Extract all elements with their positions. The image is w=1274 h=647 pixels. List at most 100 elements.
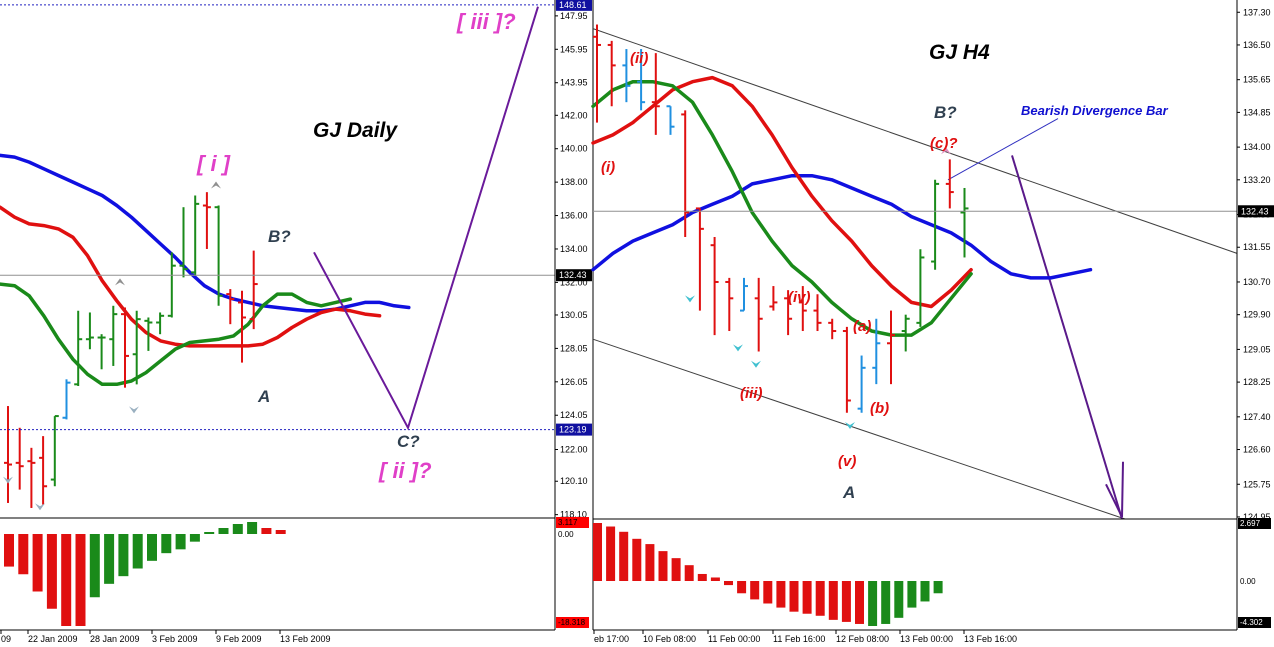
daily-price-axis: 147.95 145.95 143.95 142.00 140.00 138.00 136.… [555,0,592,520]
time-tick-label: 13 Feb 2009 [280,634,331,644]
ohlc-bar [828,318,837,340]
ohlc-bar [15,427,24,490]
wave-label-a-minor: (a) [853,318,871,335]
price-tick-label: 135.65 [1243,75,1271,85]
time-tick-label: 11 Feb 16:00 [773,634,825,644]
oscillator-bar [645,544,655,581]
fractal-arrow [211,181,221,189]
ohlc-bar [191,195,200,276]
wave-label-b-minor: (b) [870,400,889,417]
ohlc-bar [593,24,601,123]
ohlc-bar [249,250,258,330]
ohlc-bar [132,310,141,385]
ohlc-bar [607,40,616,107]
price-tick-label: 137.30 [1243,7,1271,17]
daily-annotations: GJ Daily [ i ] B? A C? [ ii ]? [ iii ]? [196,9,516,483]
oscillator-bar [710,577,720,581]
oscillator-bar [606,526,616,581]
fractal-arrow [845,422,855,430]
moving-average-line [0,205,382,348]
wave-label-a-h4: A [842,483,855,502]
ohlc-bar [637,49,646,111]
price-tick-label: 134.00 [560,244,588,254]
oscillator-bar [89,534,100,598]
oscillator-bar [247,522,258,534]
ohlc-bar [62,379,71,420]
price-tick-label: 138.00 [560,177,588,187]
oscillator-value-label: 0.00 [558,530,574,539]
time-tick-label: 3 Feb 2009 [152,634,198,644]
wave-label-v-minor: (v) [838,453,856,470]
h4-annotations: GJ H4 Bearish Divergence Bar B? (c)? (ii… [601,41,1169,502]
oscillator-bar [724,581,733,586]
ohlc-bar [695,207,704,311]
ohlc-bar [238,290,246,363]
oscillator-bar [671,558,681,581]
oscillator-bar [920,581,930,602]
h4-price-pane [593,0,1237,519]
wave-label-b-daily: B? [268,227,291,246]
daily-oscillator: 3.117 0.00 -18.318 [4,517,589,628]
h4-time-axis: eb 17:00 10 Feb 08:00 11 Feb 00:00 11 Feb 1… [593,630,1017,644]
price-tick-label: 120.10 [560,476,588,486]
wave-label-i-major: [ i ] [196,151,231,176]
ohlc-bar [681,110,690,238]
wave-label-iii-minor: (iii) [740,385,763,402]
price-tick-label: 133.20 [1243,175,1271,185]
time-tick-label: 22 Jan 2009 [28,634,78,644]
price-tick-label: 142.00 [560,110,588,120]
ohlc-bar [109,305,118,366]
oscillator-value-label: 0.00 [1240,577,1256,586]
ohlc-bar [622,49,631,103]
time-tick-label: 12 Feb 08:00 [836,634,889,644]
fractal-arrow [3,476,13,484]
fractal-arrow [733,344,743,352]
oscillator-bar [815,581,825,616]
ohlc-bar [769,286,778,311]
oscillator-bar [933,581,943,594]
oscillator-bar [763,581,773,604]
price-tick-label: 131.55 [1243,242,1271,252]
wave-label-i-minor: (i) [601,159,615,176]
oscillator-bar [61,534,72,626]
oscillator-value-box [1238,518,1271,529]
time-tick-label: 28 Jan 2009 [90,634,140,644]
price-tick-label: 128.25 [1243,377,1271,387]
h4-trend-channel [592,28,1238,520]
oscillator-bar [632,538,642,581]
oscillator-value-label: -4.302 [1240,618,1263,627]
ohlc-bar [202,192,211,249]
price-tick-label: 129.05 [1243,344,1271,354]
ohlc-bar [226,289,235,325]
oscillator-bar [118,534,129,577]
time-tick-label: 13 Feb 16:00 [964,634,1017,644]
price-level-box [556,0,592,11]
fractal-arrow [35,503,45,511]
daily-price-levels [0,4,555,431]
h4-fractal-marks [685,147,951,430]
wave-projection-line [313,6,539,431]
time-tick-label: 11 Feb 00:00 [708,634,760,644]
oscillator-bar [697,573,707,581]
ohlc-bar [725,277,734,332]
fractal-arrow [685,295,695,303]
oscillator-bar [684,565,694,581]
daily-price-pane [0,0,555,518]
oscillator-bar [104,534,115,584]
price-tick-label: 129.90 [1243,310,1271,320]
oscillator-bar [868,581,878,626]
price-tick-label: 122.00 [560,444,588,454]
oscillator-bar [855,581,864,624]
oscillator-bar [776,581,786,608]
time-tick-label: 13 Feb 00:00 [900,634,953,644]
daily-title: GJ Daily [313,119,398,142]
ohlc-bar [945,159,954,209]
ohlc-bar [666,105,675,135]
price-tick-label: 127.40 [1243,412,1271,422]
price-level-label: 123.19 [559,425,587,435]
channel-upper-line [592,28,1238,254]
ohlc-bar [710,237,719,336]
h4-title: GJ H4 [929,41,990,64]
oscillator-bar [828,581,838,620]
oscillator-bar [232,524,243,534]
